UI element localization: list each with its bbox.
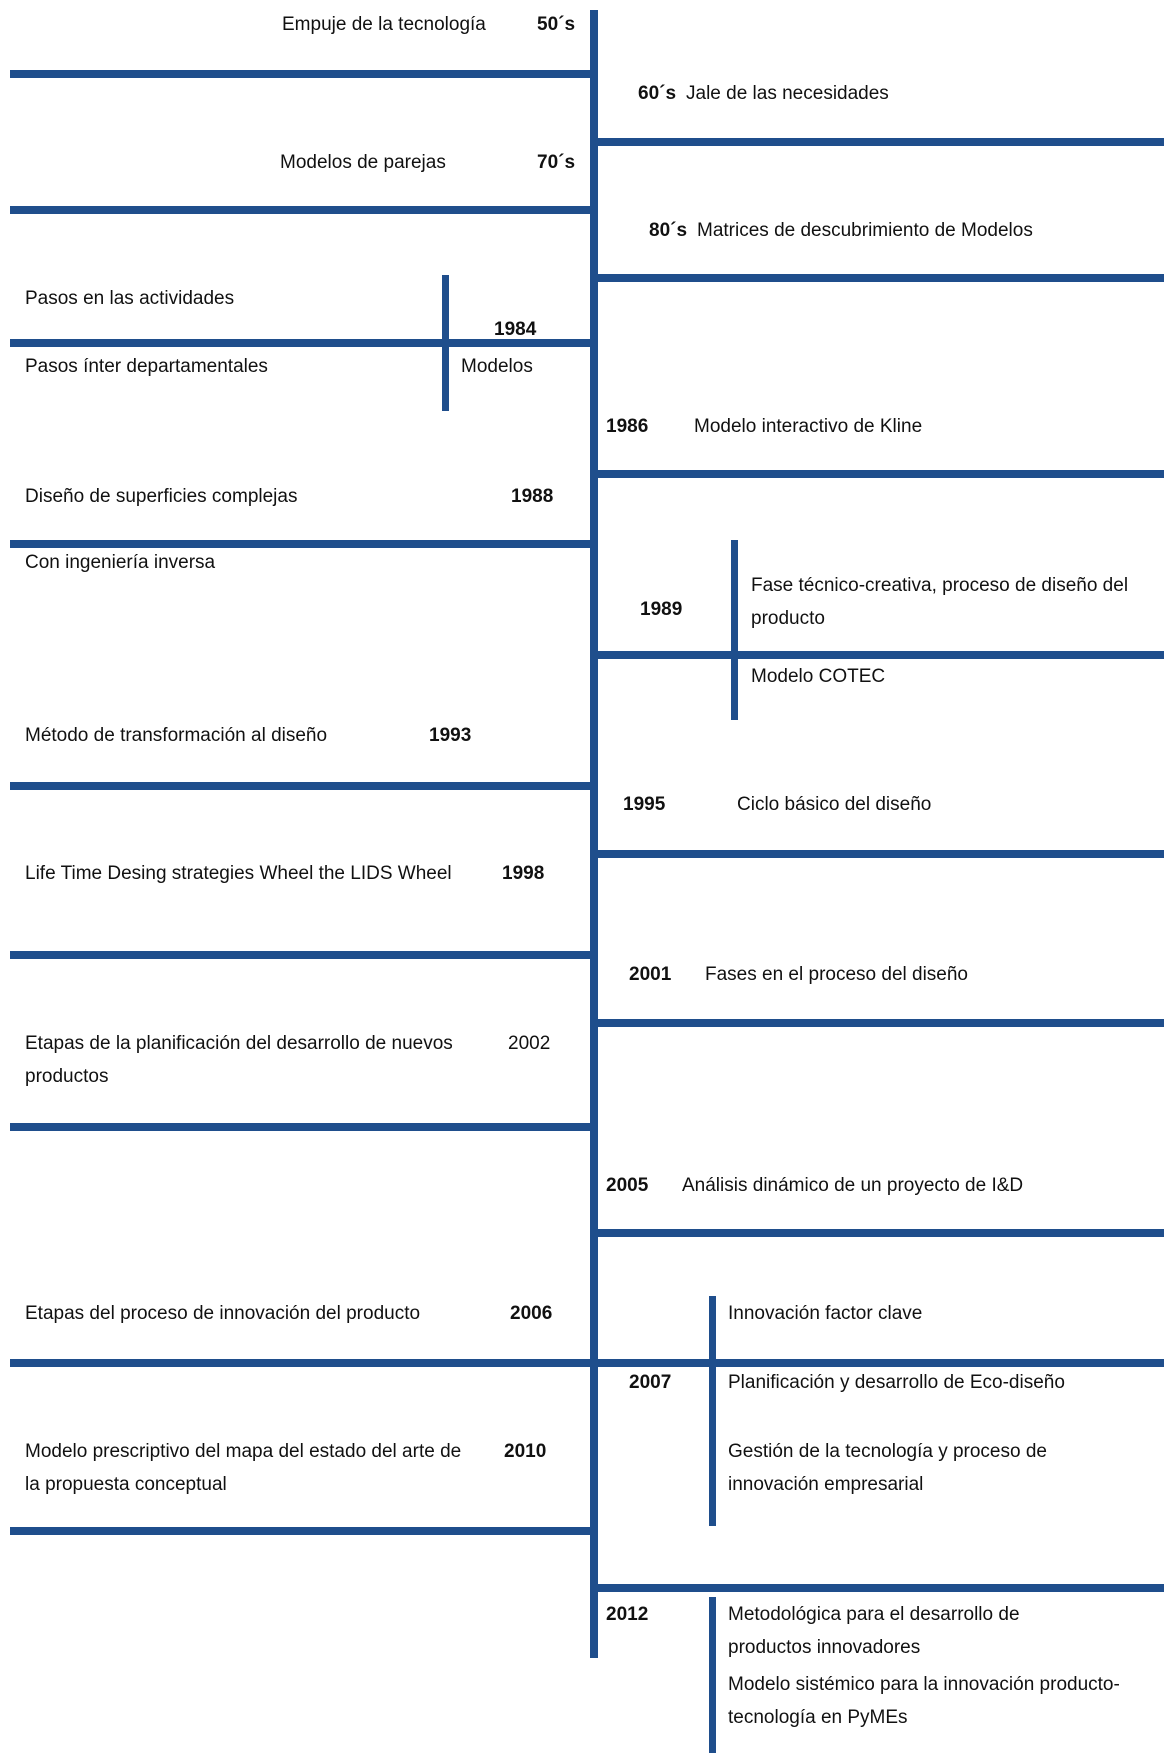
divider-left	[10, 951, 594, 959]
entry-year: 2007	[629, 1372, 672, 1393]
entry-text: Análisis dinámico de un proyecto de I&D	[682, 1175, 1024, 1196]
entry-text: Modelo prescriptivo del mapa del estado …	[25, 1441, 462, 1495]
entry-text: Diseño de superficies complejas	[25, 486, 298, 507]
divider-right	[594, 1584, 1164, 1592]
entry-year: 2006	[510, 1303, 553, 1324]
entry-text-top: Pasos en las actividades	[25, 288, 235, 309]
entry-text-bottom: Modelo COTEC	[751, 666, 886, 687]
entry-year: 2012	[606, 1604, 649, 1625]
entry-year: 1984	[494, 319, 537, 340]
entry-item: Metodológica para el desarrollo de produ…	[728, 1604, 1020, 1658]
divider-right	[594, 1019, 1164, 1027]
branch-2012	[709, 1597, 716, 1753]
divider-left	[10, 1123, 594, 1131]
entry-item: Innovación factor clave	[728, 1303, 923, 1324]
entry-year: 50´s	[537, 14, 576, 35]
divider-left	[10, 1359, 594, 1367]
divider-right	[594, 1359, 1164, 1367]
entry-year: 1995	[623, 794, 666, 815]
branch-1984	[442, 275, 449, 411]
entry-year: 80´s	[649, 220, 688, 241]
divider-right	[594, 274, 1164, 282]
entry-year: 2005	[606, 1175, 649, 1196]
entry-text: Modelos de parejas	[280, 152, 446, 173]
entry-text-bottom: Con ingeniería inversa	[25, 552, 216, 573]
divider-left	[10, 206, 594, 214]
entry-item: Planificación y desarrollo de Eco-diseño	[728, 1372, 1065, 1393]
entry-year: 1993	[429, 725, 472, 746]
entry-year: 2010	[504, 1441, 547, 1462]
entry-text: Life Time Desing strategies Wheel the LI…	[25, 863, 452, 884]
entry-text: Empuje de la tecnología	[282, 14, 486, 35]
entry-year: 1988	[511, 486, 554, 507]
divider-left	[10, 1527, 594, 1535]
entry-text-top: Fase técnico-creativa, proceso de diseño…	[751, 575, 1129, 629]
entry-year: 1998	[502, 863, 545, 884]
entry-year: 2002	[508, 1033, 551, 1054]
entry-text: Etapas del proceso de innovación del pro…	[25, 1303, 421, 1324]
entry-year: 2001	[629, 964, 672, 985]
entry-item: Modelo sistémico para la innovación prod…	[728, 1674, 1120, 1728]
entry-text: Etapas de la planificación del desarroll…	[25, 1033, 453, 1087]
branch-2007	[709, 1296, 716, 1526]
divider-right	[594, 651, 1164, 659]
entry-text: Fases en el proceso del diseño	[705, 964, 968, 985]
divider-left	[10, 339, 594, 347]
entry-text: Método de transformación al diseño	[25, 725, 328, 746]
entry-item: Gestión de la tecnología y proceso de in…	[728, 1441, 1047, 1495]
entry-text: Jale de las necesidades	[686, 83, 889, 104]
entry-text: Modelo interactivo de Kline	[694, 416, 923, 437]
entry-text: Ciclo básico del diseño	[737, 794, 932, 815]
divider-right	[594, 470, 1164, 478]
branch-1989	[731, 540, 738, 720]
entry-year: 1989	[640, 599, 683, 620]
entry-text-right: Modelos	[461, 356, 533, 377]
divider-left	[10, 540, 594, 548]
divider-right	[594, 850, 1164, 858]
divider-right	[594, 1229, 1164, 1237]
divider-right	[594, 138, 1164, 146]
timeline-axis	[590, 10, 598, 1658]
divider-left	[10, 782, 594, 790]
entry-year: 60´s	[638, 83, 677, 104]
entry-text: Matrices de descubrimiento de Modelos	[697, 220, 1033, 241]
entry-text-bottom: Pasos ínter departamentales	[25, 356, 268, 377]
entry-year: 70´s	[537, 152, 576, 173]
divider-left	[10, 70, 594, 78]
entry-year: 1986	[606, 416, 649, 437]
